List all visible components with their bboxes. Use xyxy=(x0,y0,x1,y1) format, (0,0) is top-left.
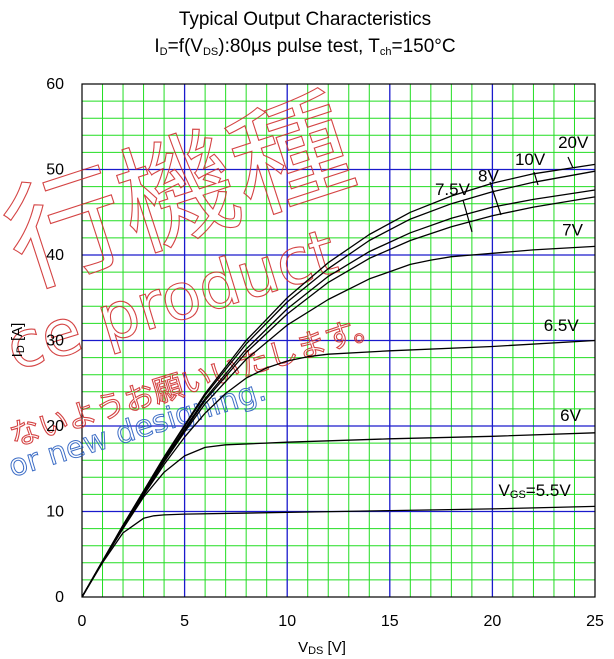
y-tick-label: 30 xyxy=(46,333,64,350)
chart-subtitle: ID=f(VDS):80μs pulse test, Tch=150°C xyxy=(154,36,455,58)
label-leader-lines xyxy=(462,156,574,233)
curve-label: 6V xyxy=(560,406,581,425)
y-tick-label: 50 xyxy=(46,162,64,179)
chart-title: Typical Output Characteristics xyxy=(179,9,431,30)
major-gridlines xyxy=(82,84,595,597)
y-tick-label: 40 xyxy=(46,247,64,264)
curve-labels-layer: 20V 10V 8V 7.5V 7V 6.5V 6V VGS=5.5V xyxy=(435,133,589,501)
leader-10v xyxy=(533,171,539,186)
y-axis-label: ID [A] xyxy=(9,323,27,358)
y-tick-label: 0 xyxy=(55,589,64,606)
x-tick-label: 25 xyxy=(586,613,604,630)
curve-label: 6.5V xyxy=(544,316,580,335)
leader-20v xyxy=(567,156,574,169)
x-tick-label: 20 xyxy=(484,613,502,630)
curve-7v xyxy=(81,245,596,598)
curve-label: 7V xyxy=(562,220,583,239)
curves-layer xyxy=(81,163,596,598)
curve-label: 8V xyxy=(478,166,499,185)
curve-label: VGS=5.5V xyxy=(499,481,572,501)
y-tick-labels: 0 10 20 30 40 50 60 xyxy=(46,76,64,606)
x-tick-label: 0 xyxy=(78,613,87,630)
curve-8v xyxy=(81,189,596,598)
curve-label: 7.5V xyxy=(435,180,471,199)
leader-8v xyxy=(489,181,502,216)
y-tick-label: 10 xyxy=(46,504,64,521)
curve-label: 10V xyxy=(515,150,546,169)
curve-20v xyxy=(81,163,596,598)
curve-vgs-5-5v xyxy=(81,505,596,598)
y-tick-label: 20 xyxy=(46,418,64,435)
curve-label: 20V xyxy=(558,133,589,152)
x-tick-labels: 0 5 10 15 20 25 xyxy=(78,613,604,630)
x-tick-label: 5 xyxy=(180,613,189,630)
leader-7-5v xyxy=(462,199,473,233)
x-tick-label: 15 xyxy=(381,613,399,630)
x-tick-label: 10 xyxy=(278,613,296,630)
x-axis-label: VDS [V] xyxy=(298,639,346,657)
y-tick-label: 60 xyxy=(46,76,64,93)
